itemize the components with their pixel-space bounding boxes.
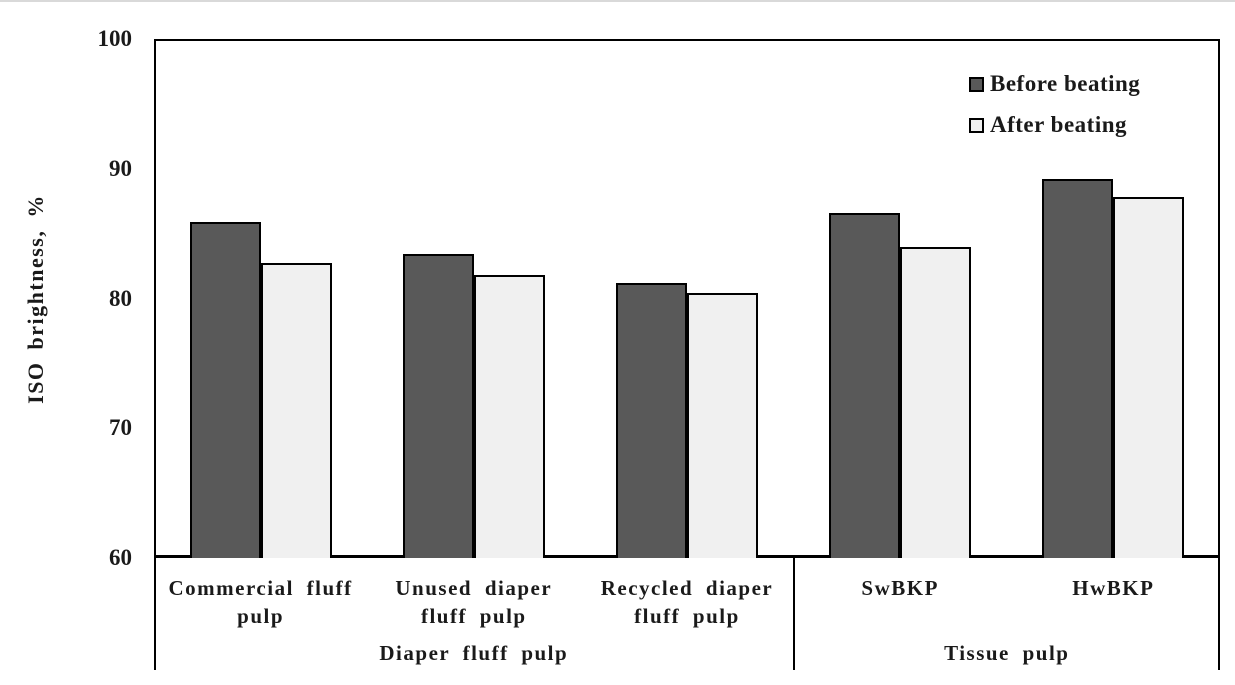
bar-before-beating-commercial-fluff-pulp <box>189 222 261 558</box>
group-label-diaper-fluff-pulp: Diaper fluff pulp <box>379 641 569 665</box>
category-section-divider-5 <box>1218 558 1220 670</box>
bar-after-beating-swbkp <box>900 247 972 558</box>
legend-item-before-beating: Before beating <box>969 71 1141 96</box>
legend-label-before-beating: Before beating <box>990 71 1141 96</box>
bars-layer <box>154 39 1220 558</box>
legend-swatch-after-beating <box>969 117 984 133</box>
legend-label-after-beating: After beating <box>990 112 1128 137</box>
legend-swatch-before-beating <box>969 76 984 92</box>
group-label-tissue-pulp: Tissue pulp <box>944 641 1070 665</box>
legend-item-after-beating: After beating <box>969 112 1140 137</box>
y-tick-100: 100 <box>97 26 133 51</box>
y-tick-90: 90 <box>109 155 132 181</box>
category-label-unused-diaper-fluff-pulp: Unused diaper fluff pulp <box>395 576 553 628</box>
category-label-commercial-fluff-pulp: Commercial fluff pulp <box>168 576 353 628</box>
category-label-swbkp: SwBKP <box>861 576 939 600</box>
bar-before-beating-unused-diaper-fluff-pulp <box>402 254 474 558</box>
bar-after-beating-recycled-diaper-fluff-pulp <box>687 293 758 558</box>
y-tick-80: 80 <box>109 285 132 311</box>
category-section-divider-3 <box>792 558 795 670</box>
bar-before-beating-swbkp <box>829 213 901 558</box>
y-tick-60: 60 <box>109 545 132 570</box>
bar-after-beating-commercial-fluff-pulp <box>260 263 332 558</box>
bar-before-beating-recycled-diaper-fluff-pulp <box>616 283 687 558</box>
legend: Before beating After beating <box>969 71 1141 154</box>
bar-after-beating-unused-diaper-fluff-pulp <box>473 275 545 558</box>
y-tick-70: 70 <box>109 415 132 441</box>
bar-before-beating-hwbkp <box>1042 179 1114 558</box>
category-label-recycled-diaper-fluff-pulp: Recycled diaper fluff pulp <box>600 576 774 628</box>
category-label-hwbkp: HwBKP <box>1072 576 1155 600</box>
category-section-divider-0 <box>154 558 156 670</box>
bar-after-beating-hwbkp <box>1113 197 1185 558</box>
